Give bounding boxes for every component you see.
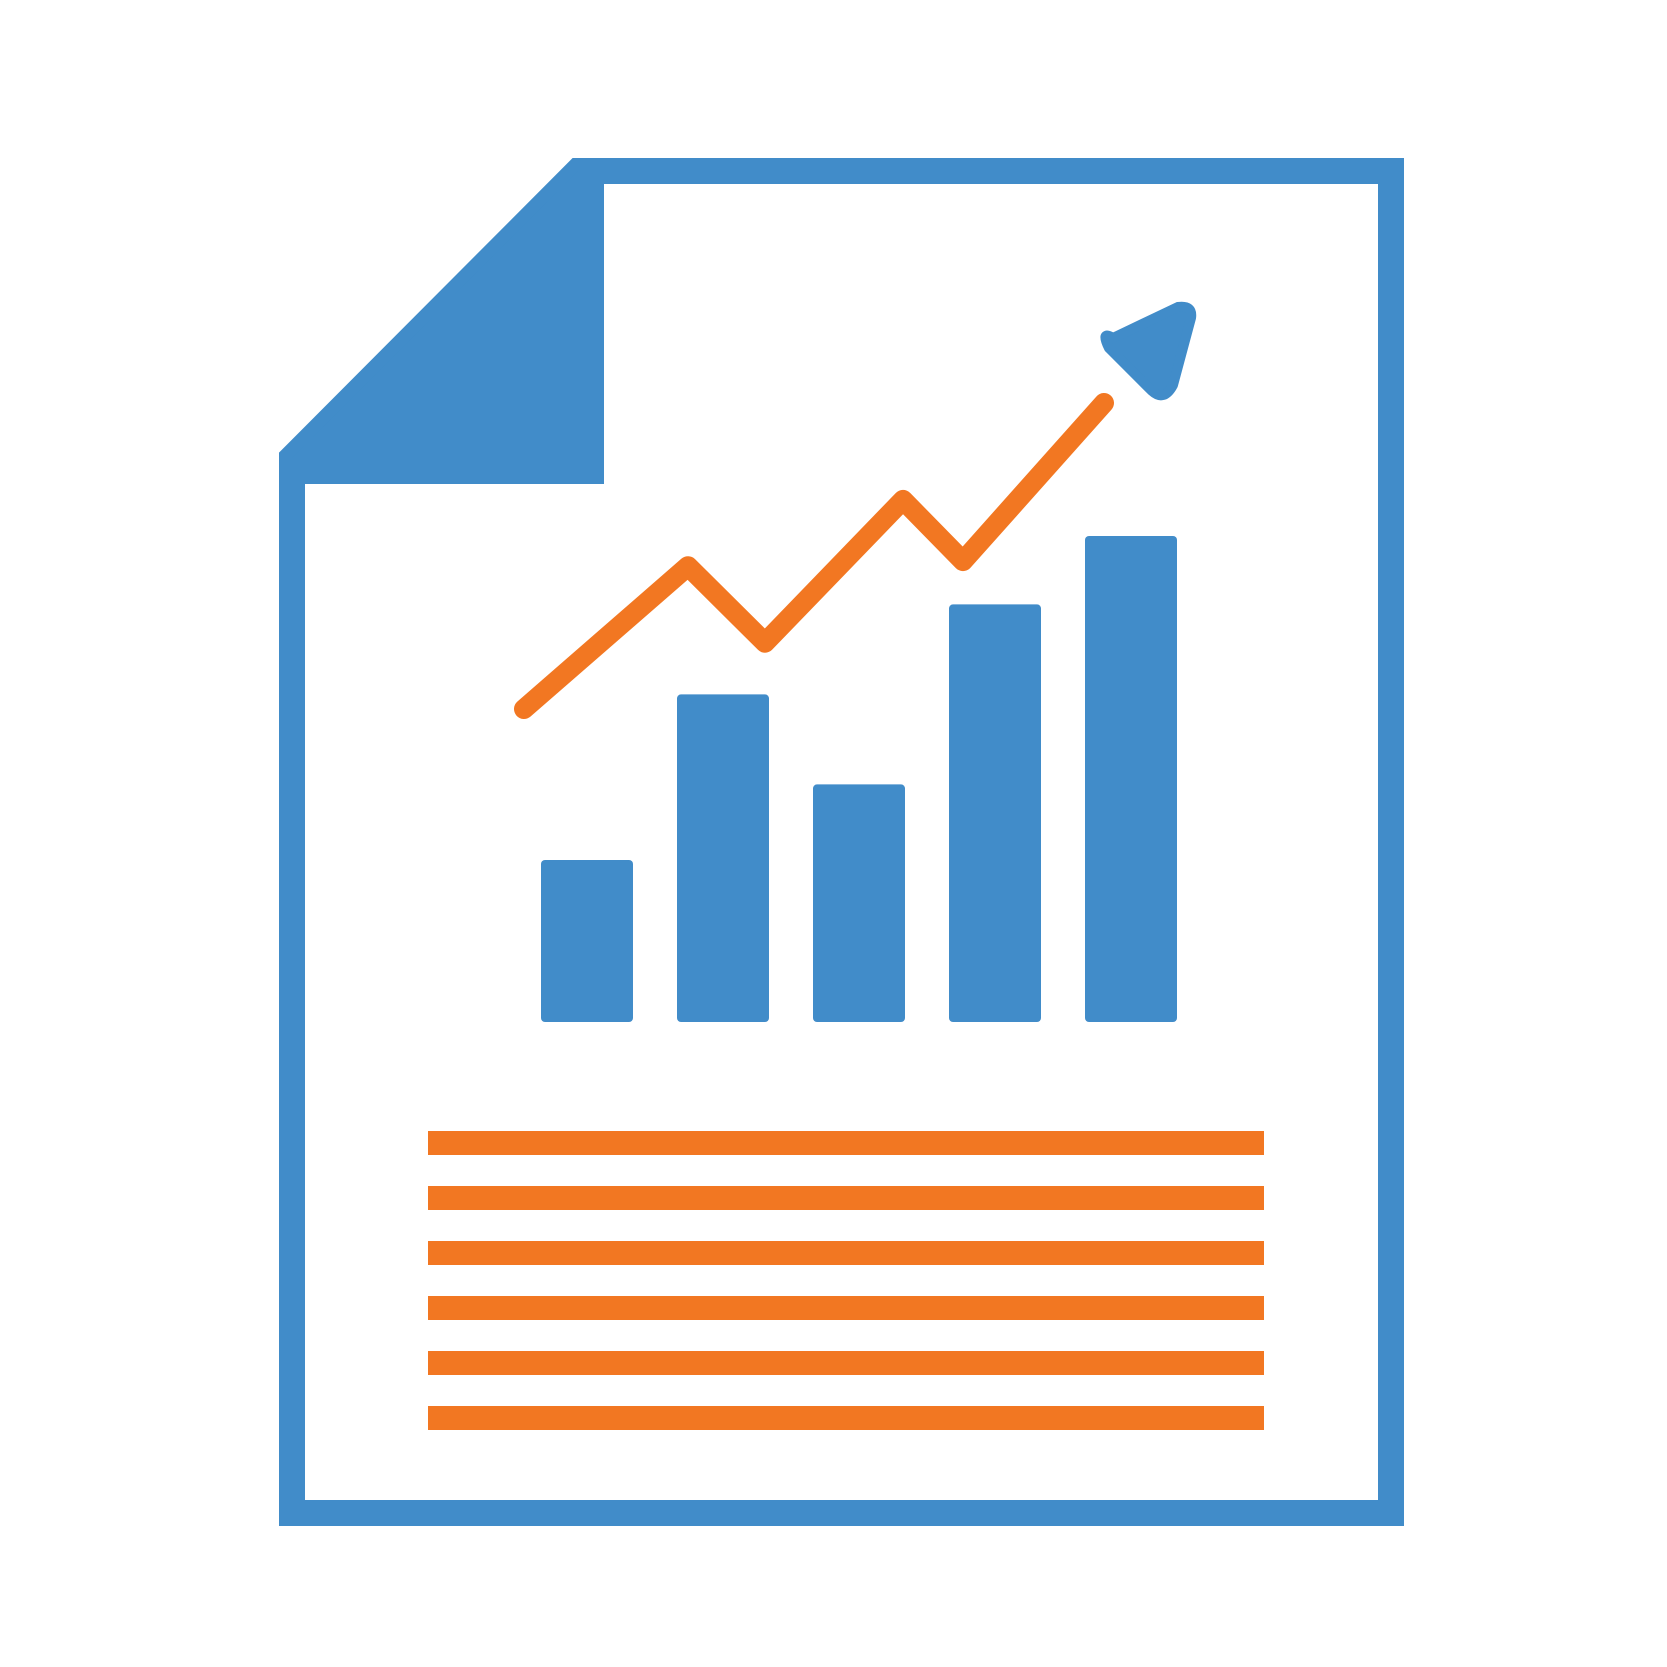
trend-line bbox=[514, 393, 1114, 719]
text-line-1 bbox=[428, 1131, 1264, 1155]
folded-corner-icon bbox=[292, 171, 604, 484]
text-line-2 bbox=[428, 1186, 1264, 1210]
bar-4 bbox=[949, 604, 1041, 1022]
document-outline bbox=[279, 158, 1404, 1526]
bar-1 bbox=[541, 860, 633, 1022]
text-line-6 bbox=[428, 1406, 1264, 1430]
bar-2 bbox=[677, 694, 769, 1022]
text-line-5 bbox=[428, 1351, 1264, 1375]
text-lines-graphic bbox=[428, 1131, 1264, 1430]
bar-5 bbox=[1085, 536, 1177, 1022]
bar-chart-graphic bbox=[541, 536, 1177, 1022]
trend-arrow-graphic bbox=[514, 301, 1197, 719]
text-line-3 bbox=[428, 1241, 1264, 1265]
arrowhead-icon bbox=[1100, 301, 1197, 401]
text-line-4 bbox=[428, 1296, 1264, 1320]
bar-3 bbox=[813, 784, 905, 1022]
